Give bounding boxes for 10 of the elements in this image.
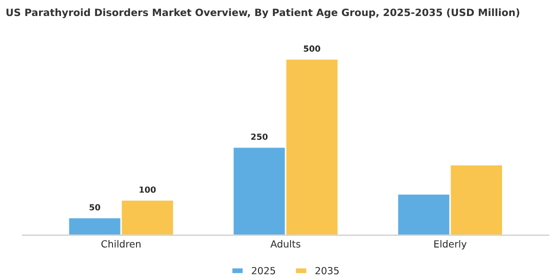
data-label: 100 bbox=[140, 186, 156, 193]
x-tick-label: Children bbox=[101, 240, 140, 248]
legend-label: 2025 bbox=[252, 266, 276, 274]
data-label: 50 bbox=[90, 204, 100, 210]
data-label: 250 bbox=[251, 134, 268, 140]
x-tick-label: Adults bbox=[270, 240, 300, 248]
data-label: 500 bbox=[304, 45, 320, 52]
x-tick-label: Elderly bbox=[434, 240, 467, 250]
legend-label: 2035 bbox=[315, 266, 339, 274]
chart-title: US Parathyroid Disorders Market Overview, By Patient Age Group, 2025-2035 (USD Million) bbox=[6, 8, 520, 18]
